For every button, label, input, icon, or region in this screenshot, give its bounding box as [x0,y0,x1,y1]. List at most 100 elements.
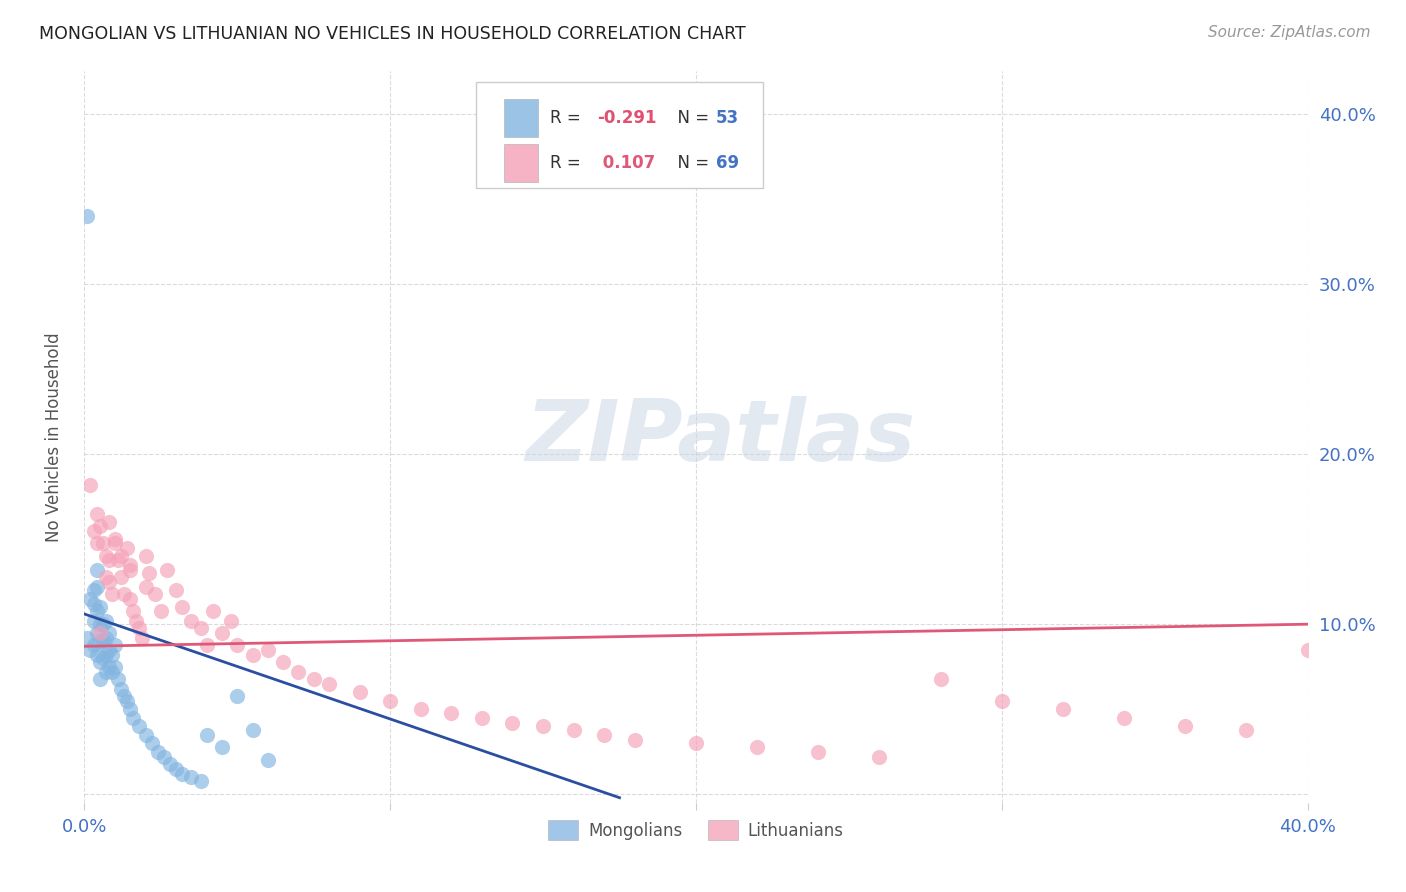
Point [86,507,108,521]
Point [593,728,616,742]
Text: 0.107: 0.107 [598,154,655,172]
Point [112,689,135,703]
Point [409,702,432,716]
Point [104,535,127,549]
Legend: Mongolians, Lithuanians: Mongolians, Lithuanians [541,814,851,847]
Point [318,677,340,691]
Point [94,569,117,583]
Point [128,621,150,635]
Text: -0.291: -0.291 [598,109,657,127]
Point [190,773,212,788]
Point [83,597,105,611]
Point [120,591,142,606]
Point [180,614,202,628]
Point [302,672,325,686]
Point [287,665,309,679]
Point [79,642,101,657]
Point [226,689,249,703]
Point [94,614,117,628]
Point [1296,642,1319,657]
Point [257,753,280,767]
Point [226,638,249,652]
Point [104,532,127,546]
Text: N =: N = [666,154,714,172]
Point [471,711,494,725]
Point [991,694,1014,708]
Point [86,648,108,662]
Point [1052,702,1074,716]
Point [101,665,124,679]
Point [242,723,264,737]
Text: ZIPatlas: ZIPatlas [526,395,915,479]
Point [107,552,129,566]
Point [112,586,135,600]
Point [211,739,233,754]
Point [97,642,120,657]
Point [91,617,114,632]
Point [685,736,707,750]
Point [1236,723,1258,737]
Point [869,750,891,764]
Point [97,625,120,640]
Text: MONGOLIAN VS LITHUANIAN NO VEHICLES IN HOUSEHOLD CORRELATION CHART: MONGOLIAN VS LITHUANIAN NO VEHICLES IN H… [39,25,747,43]
Point [929,672,952,686]
Point [219,614,242,628]
Point [807,745,830,759]
Point [125,614,148,628]
Point [101,586,124,600]
Point [86,625,108,640]
Point [115,694,138,708]
Point [91,535,114,549]
Point [159,756,181,771]
FancyBboxPatch shape [475,82,763,188]
Point [172,600,194,615]
Point [138,566,160,581]
Y-axis label: No Vehicles in Household: No Vehicles in Household [45,332,63,542]
Point [172,767,194,781]
Point [110,681,132,696]
Point [131,631,153,645]
Point [380,694,402,708]
Point [89,617,111,632]
Point [211,625,233,640]
Point [440,706,463,720]
Point [104,638,127,652]
Point [79,477,101,491]
Point [110,569,132,583]
Point [86,580,108,594]
Point [156,563,179,577]
Point [94,549,117,563]
Point [180,770,202,784]
Point [747,739,769,754]
Point [562,723,585,737]
Point [165,762,187,776]
Point [149,604,172,618]
Point [89,655,111,669]
Point [242,648,264,662]
Point [97,659,120,673]
Point [89,672,111,686]
Point [624,732,647,747]
Point [83,614,105,628]
Point [120,702,142,716]
Point [135,728,157,742]
Text: R =: R = [550,109,586,127]
Point [115,541,138,555]
Point [190,621,212,635]
Point [120,563,142,577]
Point [135,549,157,563]
Point [349,685,371,699]
Text: R =: R = [550,154,586,172]
Text: N =: N = [666,109,714,127]
Point [101,648,124,662]
Point [110,549,132,563]
Point [146,745,169,759]
Point [86,563,108,577]
Point [201,604,224,618]
Point [83,638,105,652]
Point [502,715,524,730]
Point [107,672,129,686]
FancyBboxPatch shape [503,144,538,182]
Point [128,719,150,733]
Text: Source: ZipAtlas.com: Source: ZipAtlas.com [1208,25,1371,40]
